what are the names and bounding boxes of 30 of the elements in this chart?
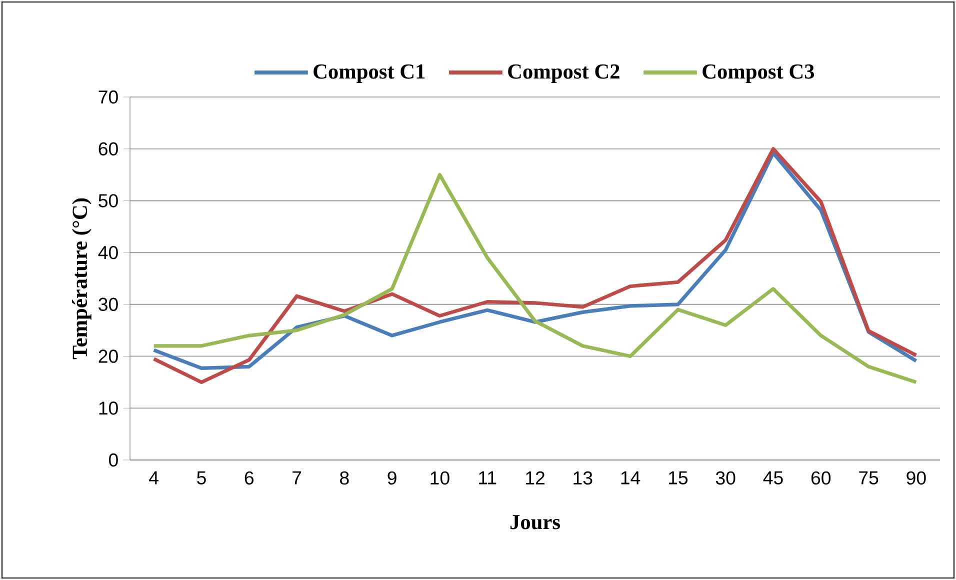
x-tick-label: 5	[197, 471, 206, 484]
y-tick-label: 20	[98, 350, 118, 363]
legend-label: Compost C3	[702, 64, 814, 84]
x-tick-label: 75	[859, 471, 878, 484]
x-tick-label: 7	[292, 471, 302, 484]
x-tick-label: 4	[149, 471, 158, 484]
x-tick-label: 6	[244, 471, 254, 485]
legend-label: Compost C2	[508, 64, 620, 84]
x-tick-label: 30	[716, 471, 736, 485]
x-axis-title: Jours	[510, 515, 560, 530]
x-tick-label: 90	[906, 471, 926, 485]
x-tick-label: 10	[430, 471, 450, 485]
x-tick-label: 15	[668, 471, 688, 484]
y-tick-label: 10	[99, 402, 118, 415]
x-tick-label: 12	[526, 471, 544, 484]
y-tick-label: 50	[98, 194, 118, 208]
x-tick-label: 13	[574, 471, 592, 485]
x-tick-label: 60	[811, 471, 831, 485]
y-tick-label: 70	[98, 90, 118, 104]
legend-label: Compost C1	[314, 64, 425, 84]
x-tick-label: 45	[763, 471, 783, 484]
y-axis-title: Température (°C)	[72, 198, 92, 360]
y-tick-label: 30	[98, 298, 118, 312]
x-tick-label: 9	[388, 471, 396, 485]
x-tick-label: 14	[621, 471, 640, 484]
y-tick-label: 40	[98, 246, 118, 260]
y-tick-label: 0	[108, 453, 118, 467]
y-tick-label: 60	[98, 142, 118, 156]
x-tick-label: 11	[479, 471, 496, 484]
x-tick-label: 8	[340, 471, 349, 485]
